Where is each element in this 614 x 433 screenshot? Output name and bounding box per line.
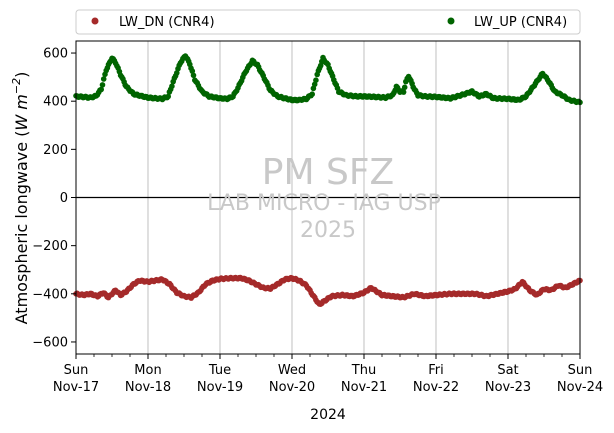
legend: LW_DN (CNR4) LW_UP (CNR4) <box>75 9 581 35</box>
y-axis-label-exponent: −2 <box>10 78 23 94</box>
y-tick-label: −200 <box>32 239 68 254</box>
x-tick-day: Tue <box>208 363 231 378</box>
x-tick-date: Nov-20 <box>269 380 315 395</box>
x-tick-date: Nov-17 <box>53 380 99 395</box>
x-tick-date: Nov-21 <box>341 380 387 395</box>
x-tick-date: Nov-18 <box>125 380 171 395</box>
legend-marker-lw-dn <box>91 17 99 25</box>
y-axis-label-suffix: ) <box>12 72 31 78</box>
data-point <box>174 70 180 76</box>
data-point <box>309 91 316 97</box>
y-tick-label: −600 <box>32 335 68 350</box>
y-tick-label: 0 <box>60 191 68 206</box>
x-tick-day: Sat <box>497 363 518 378</box>
y-axis-label-unit: W m <box>12 94 31 131</box>
y-tick-label: 600 <box>43 47 68 62</box>
y-axis-label: Atmospheric longwave (W m−2) <box>10 72 31 325</box>
x-tick-day: Mon <box>134 363 161 378</box>
data-point <box>99 82 106 88</box>
x-axis-label: 2024 <box>310 407 346 423</box>
data-point <box>190 72 197 79</box>
data-point <box>401 84 408 91</box>
x-tick-date: Nov-24 <box>557 380 603 395</box>
data-point <box>313 77 319 83</box>
x-tick-date: Nov-22 <box>413 380 459 395</box>
y-tick-label: −400 <box>32 287 68 302</box>
x-axis-ticks: Sun Nov-17 Mon Nov-18 Tue Nov-19 Wed Nov-20 Thu N… <box>53 354 603 395</box>
y-axis-label-prefix: Atmospheric longwave ( <box>12 131 31 325</box>
watermark-line-3: 2025 <box>300 218 356 243</box>
data-point <box>165 93 171 100</box>
watermark-line-2: LAB MICRO - IAG USP <box>207 191 441 216</box>
data-point <box>98 86 104 93</box>
legend-label-lw-dn: LW_DN (CNR4) <box>119 15 215 30</box>
x-tick-date: Nov-23 <box>485 380 531 395</box>
y-tick-label: 400 <box>43 95 68 110</box>
data-point <box>169 83 175 89</box>
legend-marker-lw-up <box>447 17 455 25</box>
x-tick-day: Thu <box>351 363 376 378</box>
data-point <box>100 76 107 82</box>
data-point <box>400 89 407 95</box>
series-lw-up <box>73 53 583 106</box>
plot-area: PM SFZ LAB MICRO - IAG USP 2025 <box>73 40 583 355</box>
x-tick-day: Sun <box>568 363 593 378</box>
series-lw-dn <box>73 274 583 308</box>
data-point <box>189 68 196 74</box>
x-tick-day: Sun <box>64 363 89 378</box>
x-tick-date: Nov-19 <box>197 380 243 395</box>
y-axis-ticks: 600 400 200 0 −200 −400 −600 <box>32 47 76 350</box>
x-tick-day: Fri <box>428 363 444 378</box>
legend-frame <box>75 9 581 35</box>
y-tick-label: 200 <box>43 143 68 158</box>
watermark-line-1: PM SFZ <box>262 152 394 193</box>
legend-label-lw-up: LW_UP (CNR4) <box>474 15 567 30</box>
watermark: PM SFZ LAB MICRO - IAG USP 2025 <box>207 152 441 243</box>
x-tick-day: Wed <box>278 363 306 378</box>
